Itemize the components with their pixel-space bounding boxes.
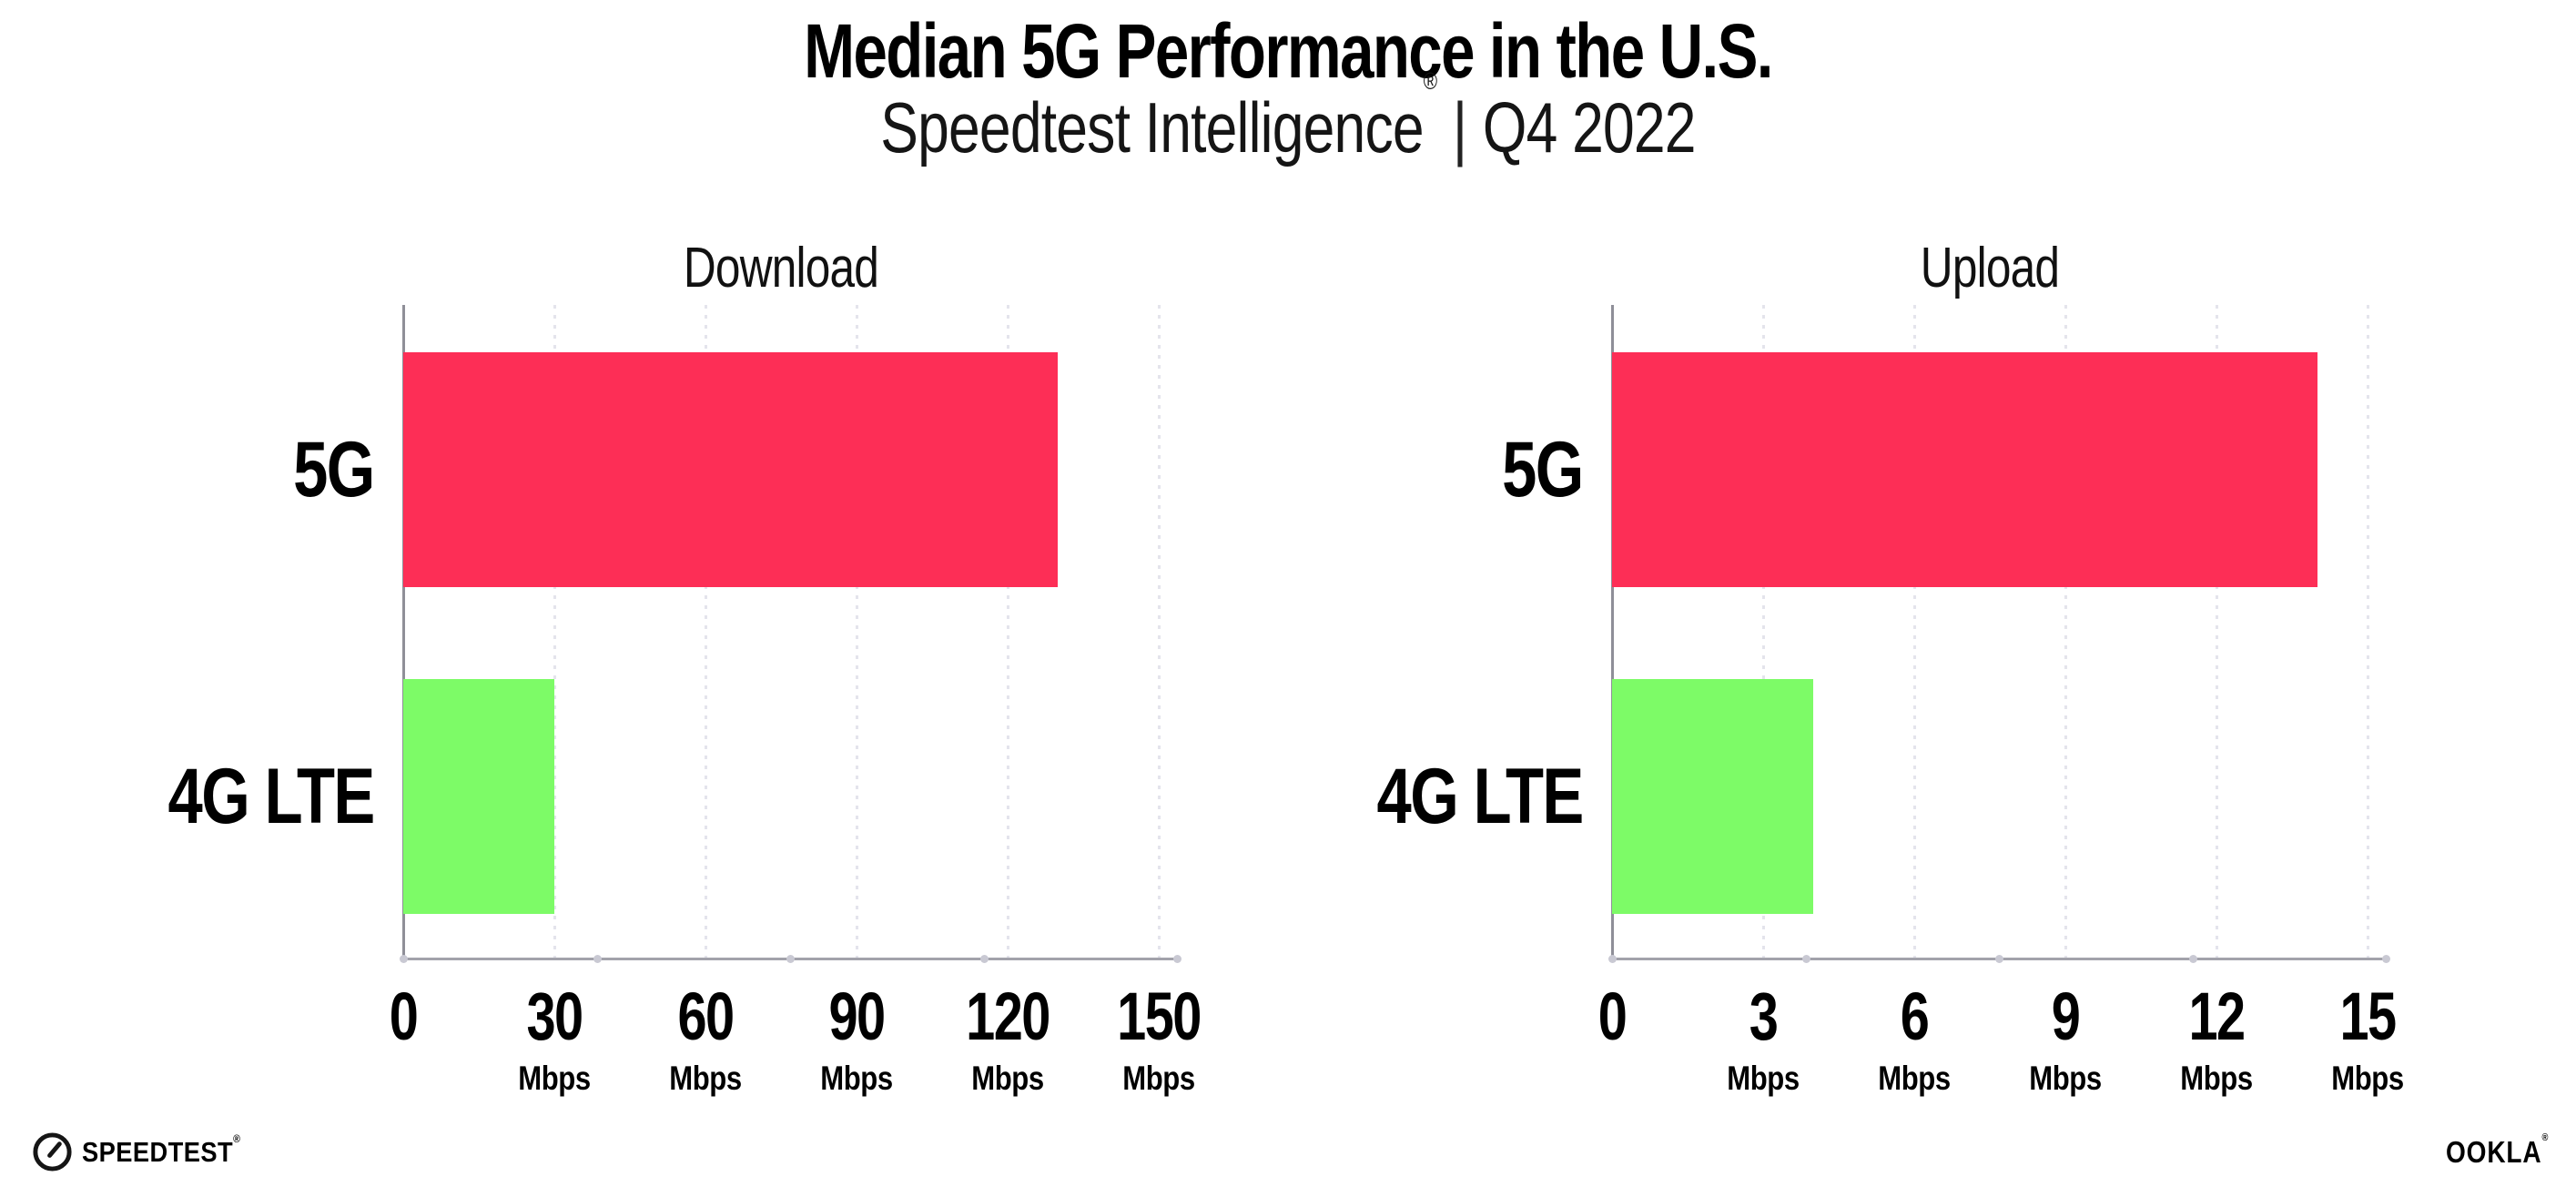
axis-tick-dot (1995, 955, 2003, 963)
x-tick-label-upload-9: 9 (2051, 979, 2081, 1054)
x-tick-label-download-150: 150 (1117, 979, 1202, 1054)
bar-download-5g (403, 352, 1059, 587)
x-tick-unit-upload-3: Mbps (1727, 1060, 1800, 1097)
gridline-download-90 (856, 305, 858, 958)
x-tick-unit-upload-6: Mbps (1878, 1060, 1951, 1097)
gridline-upload-12 (2216, 305, 2218, 958)
x-tick-label-download-120: 120 (966, 979, 1050, 1054)
axis-tick-dot (979, 955, 989, 963)
gridline-upload-6 (1913, 305, 1916, 958)
chart-title-download: Download (683, 237, 879, 299)
x-tick-unit-upload-15: Mbps (2331, 1060, 2404, 1097)
x-tick-label-download-30: 30 (526, 979, 583, 1054)
gridline-upload-9 (2064, 305, 2067, 958)
ookla-registered-mark: ® (2541, 1132, 2549, 1143)
ookla-wordmark-text: OOKLA (2445, 1135, 2542, 1169)
x-tick-label-download-90: 90 (828, 979, 886, 1054)
subtitle-brand: Speedtest Intelligence (880, 87, 1424, 167)
x-tick-unit-upload-9: Mbps (2029, 1060, 2102, 1097)
axis-tick-dot (2382, 955, 2390, 963)
gridline-upload-3 (1762, 305, 1765, 958)
subtitle-divider: | (1452, 87, 1467, 167)
page-subtitle: Speedtest Intelligence® | Q4 2022 (880, 68, 1696, 166)
x-tick-unit-download-120: Mbps (971, 1060, 1044, 1097)
bar-upload-5g (1612, 352, 2317, 587)
axis-tick-dot (2188, 955, 2197, 963)
bar-download-4g-lte (403, 679, 554, 914)
category-label-4g-lte: 4G LTE (1376, 753, 1585, 840)
speedtest-gauge-icon (31, 1131, 74, 1173)
registered-mark: ® (1423, 67, 1437, 95)
axis-tick-dot (400, 955, 408, 963)
y-axis-upload (1611, 305, 1614, 960)
speedtest-logo: SPEEDTEST® (31, 1131, 262, 1173)
axis-tick-dot (1608, 955, 1617, 963)
x-tick-label-download-60: 60 (677, 979, 735, 1054)
gridline-download-60 (705, 305, 707, 958)
x-tick-unit-upload-12: Mbps (2180, 1060, 2253, 1097)
subtitle-period: Q4 2022 (1482, 87, 1697, 167)
axis-tick-dot (786, 955, 795, 963)
page-title: Median 5G Performance in the U.S. (804, 8, 1773, 94)
axis-tick-dot (1801, 955, 1810, 963)
x-tick-label-upload-6: 6 (1900, 979, 1930, 1054)
x-tick-label-upload-3: 3 (1749, 979, 1779, 1054)
gridline-download-120 (1007, 305, 1009, 958)
x-tick-label-upload-12: 12 (2188, 979, 2246, 1054)
speedtest-wordmark: SPEEDTEST® (82, 1133, 240, 1168)
bar-upload-4g-lte (1612, 679, 1814, 914)
gridline-download-150 (1158, 305, 1161, 958)
x-tick-label-upload-0: 0 (1597, 979, 1628, 1054)
speedtest-wordmark-text: SPEEDTEST (82, 1136, 234, 1168)
y-axis-download (402, 305, 405, 960)
gridline-upload-15 (2367, 305, 2369, 958)
x-tick-unit-download-60: Mbps (669, 1060, 742, 1097)
category-label-5g: 5G (293, 426, 375, 513)
x-tick-label-upload-15: 15 (2339, 979, 2397, 1054)
x-tick-unit-download-90: Mbps (820, 1060, 893, 1097)
x-tick-unit-download-30: Mbps (518, 1060, 591, 1097)
x-tick-unit-download-150: Mbps (1122, 1060, 1195, 1097)
axis-tick-dot (1173, 955, 1182, 963)
x-tick-label-download-0: 0 (389, 979, 419, 1054)
category-label-4g-lte: 4G LTE (167, 753, 376, 840)
axis-tick-dot (593, 955, 602, 963)
gridline-download-30 (553, 305, 556, 958)
ookla-logo: OOKLA® (2445, 1133, 2549, 1169)
chart-title-upload: Upload (1920, 237, 2060, 299)
speedtest-registered-mark: ® (233, 1131, 241, 1145)
category-label-5g: 5G (1502, 426, 1584, 513)
